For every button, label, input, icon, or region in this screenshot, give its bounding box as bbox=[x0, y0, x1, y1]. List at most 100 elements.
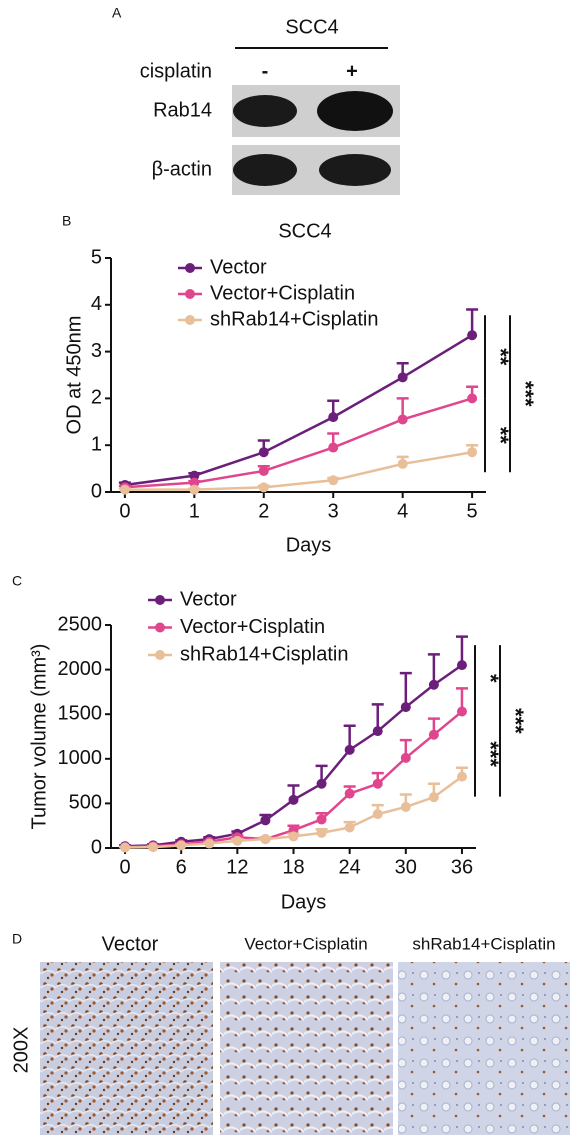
series-line bbox=[124, 450, 473, 491]
legend-label: Vector+Cisplatin bbox=[180, 616, 325, 638]
x-tick-label: 30 bbox=[395, 856, 417, 878]
legend-marker bbox=[155, 650, 165, 660]
x-tick-label: 24 bbox=[339, 856, 361, 878]
x-tick-label: 6 bbox=[176, 856, 187, 878]
legend-label: shRab14+Cisplatin bbox=[210, 308, 378, 330]
data-point bbox=[258, 447, 269, 458]
data-point bbox=[400, 801, 411, 812]
treatment: cisplatin bbox=[140, 60, 212, 82]
data-point bbox=[397, 414, 408, 425]
panel-label: C bbox=[12, 573, 22, 589]
data-point bbox=[372, 726, 383, 737]
significance-label: *** bbox=[513, 381, 538, 407]
x-tick-label: 0 bbox=[119, 500, 130, 522]
y-axis-label: OD at 450nm bbox=[63, 316, 85, 435]
panel-label: B bbox=[62, 213, 71, 229]
panel-label: D bbox=[12, 931, 22, 947]
histology-image bbox=[398, 962, 570, 1135]
y-tick-label: 2 bbox=[91, 387, 102, 409]
data-point bbox=[258, 482, 269, 493]
data-point bbox=[467, 330, 478, 341]
legend-label: Vector+Cisplatin bbox=[210, 282, 355, 304]
data-point bbox=[328, 412, 339, 423]
legend-marker bbox=[185, 315, 195, 325]
data-point bbox=[148, 842, 159, 853]
significance-label: ** bbox=[488, 427, 513, 445]
data-point bbox=[189, 477, 200, 488]
data-point bbox=[344, 744, 355, 755]
data-point bbox=[397, 372, 408, 383]
data-point bbox=[400, 752, 411, 763]
legend-marker bbox=[155, 622, 165, 633]
x-tick-label: 18 bbox=[282, 856, 304, 878]
data-point bbox=[467, 393, 478, 404]
data-point bbox=[204, 838, 215, 849]
group-label: Vector bbox=[102, 933, 159, 955]
series-line bbox=[124, 397, 473, 489]
y-tick-label: 1000 bbox=[58, 747, 103, 769]
y-tick-label: 4 bbox=[91, 293, 102, 315]
data-point bbox=[372, 809, 383, 820]
significance-label: *** bbox=[503, 708, 528, 734]
data-point bbox=[119, 484, 130, 495]
data-point bbox=[189, 484, 200, 495]
data-point bbox=[288, 831, 299, 842]
y-tick-label: 0 bbox=[91, 480, 102, 502]
data-point bbox=[344, 822, 355, 833]
x-tick-label: 3 bbox=[328, 500, 339, 522]
series-line bbox=[124, 664, 463, 848]
y-tick-label: 500 bbox=[69, 792, 102, 814]
x-tick-label: 12 bbox=[226, 856, 248, 878]
x-tick-label: 5 bbox=[467, 500, 478, 522]
legend-label: shRab14+Cisplatin bbox=[180, 643, 348, 665]
histology-image bbox=[40, 962, 213, 1135]
band bbox=[233, 95, 297, 127]
legend-marker bbox=[185, 263, 195, 273]
legend-label: Vector bbox=[210, 256, 267, 278]
data-point bbox=[258, 465, 269, 476]
magnification: 200X bbox=[10, 1027, 32, 1074]
y-tick-label: 0 bbox=[91, 836, 102, 858]
data-point bbox=[176, 840, 187, 851]
condition: - bbox=[262, 60, 269, 82]
row-label: β-actin bbox=[152, 158, 212, 180]
y-tick-label: 3 bbox=[91, 340, 102, 362]
band bbox=[317, 91, 393, 131]
data-point bbox=[260, 834, 271, 845]
row-label: Rab14 bbox=[153, 99, 212, 121]
y-axis-label: Tumor volume (mm³) bbox=[28, 644, 50, 830]
significance-label: * bbox=[478, 674, 503, 683]
group-label: shRab14+Cisplatin bbox=[412, 934, 555, 953]
legend-marker bbox=[155, 595, 165, 605]
histology-image bbox=[220, 962, 393, 1135]
legend-marker bbox=[185, 289, 195, 299]
group-label: Vector+Cisplatin bbox=[244, 934, 367, 953]
x-tick-label: 4 bbox=[397, 500, 408, 522]
x-tick-label: 2 bbox=[258, 500, 269, 522]
data-point bbox=[316, 778, 327, 789]
data-point bbox=[428, 729, 439, 740]
x-tick-label: 1 bbox=[189, 500, 200, 522]
band bbox=[233, 154, 297, 186]
chart-title: SCC4 bbox=[278, 220, 331, 242]
data-point bbox=[260, 815, 271, 826]
data-point bbox=[428, 792, 439, 803]
data-point bbox=[232, 835, 243, 846]
data-point bbox=[372, 778, 383, 789]
data-point bbox=[316, 827, 327, 838]
y-tick-label: 1 bbox=[91, 433, 102, 455]
error-bar bbox=[427, 653, 440, 685]
cell-line: SCC4 bbox=[285, 16, 338, 38]
x-axis-label: Days bbox=[286, 534, 332, 556]
data-point bbox=[316, 814, 327, 825]
data-point bbox=[467, 447, 478, 458]
data-point bbox=[288, 794, 299, 805]
data-point bbox=[189, 470, 200, 481]
legend-label: Vector bbox=[180, 588, 237, 610]
y-tick-label: 1500 bbox=[58, 702, 103, 724]
x-tick-label: 0 bbox=[119, 856, 130, 878]
panel-label: A bbox=[112, 5, 122, 21]
data-point bbox=[344, 788, 355, 799]
y-tick-label: 5 bbox=[91, 246, 102, 268]
